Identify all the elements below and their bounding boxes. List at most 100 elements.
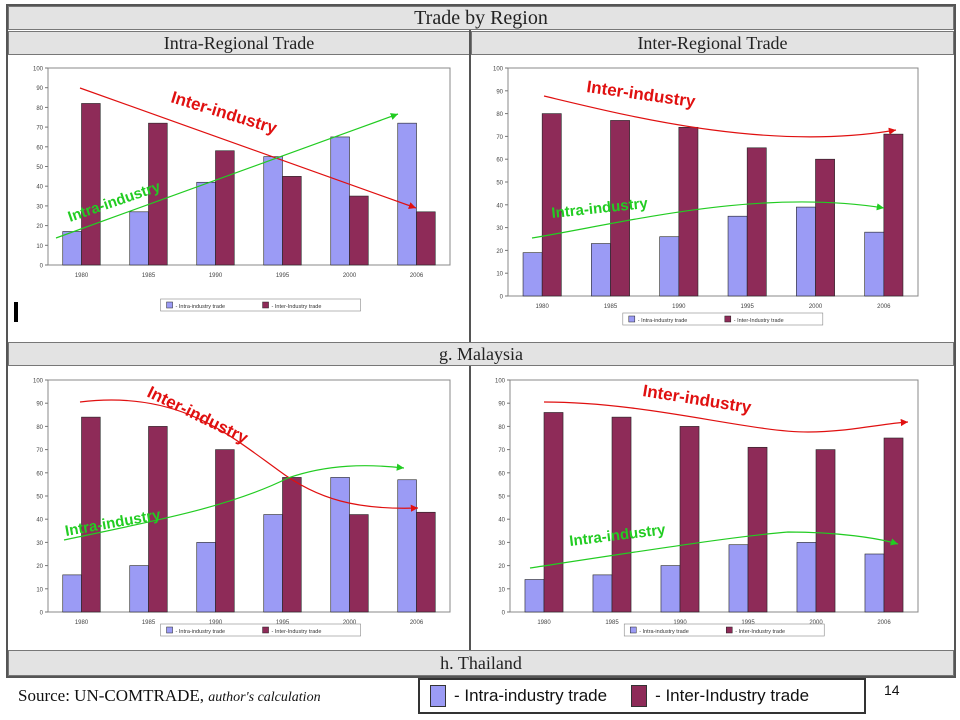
section-label-malaysia: g. Malaysia	[8, 342, 954, 366]
bar-intra	[864, 553, 885, 613]
y-tick-label: 100	[493, 67, 504, 73]
mini-legend-swatch-inter	[262, 301, 269, 309]
y-tick-label: 40	[36, 518, 43, 524]
y-tick-label: 20	[498, 564, 505, 570]
inter-industry-trend-arrow	[543, 95, 897, 138]
y-tick-label: 90	[496, 89, 503, 95]
intra-industry-trend-arrow	[63, 463, 405, 541]
y-tick-label: 80	[498, 425, 505, 431]
x-tick-label: 2000	[809, 304, 823, 310]
x-tick-label: 2000	[809, 620, 823, 626]
y-tick-label: 60	[36, 471, 43, 477]
y-tick-label: 50	[36, 165, 43, 171]
source-text: Source: UN-COMTRADE,	[18, 686, 205, 705]
x-tick-label: 1995	[741, 620, 755, 626]
y-tick-label: 50	[496, 181, 503, 187]
y-tick-label: 60	[498, 471, 505, 477]
plot-area	[47, 379, 451, 613]
x-tick-label: 1980	[75, 273, 89, 279]
plot-area	[509, 379, 919, 613]
inter-industry-trend-arrow	[79, 87, 417, 209]
y-tick-label: 20	[36, 564, 43, 570]
x-tick-label: 1995	[276, 620, 290, 626]
mini-legend-label-intra: - Intra-industry trade	[638, 318, 688, 324]
y-tick-label: 90	[36, 86, 43, 92]
bar-intra	[129, 211, 149, 266]
y-tick-label: 50	[36, 495, 43, 501]
mini-legend-label-inter: - Inter-Industry trade	[272, 629, 322, 635]
x-tick-label: 2006	[877, 304, 891, 310]
x-tick-label: 1990	[209, 620, 223, 626]
bar-intra	[129, 565, 149, 613]
bar-inter	[815, 449, 836, 613]
mini-legend-label-intra: - Intra-industry trade	[176, 304, 226, 310]
x-tick-label: 1990	[209, 273, 223, 279]
bar-inter	[416, 511, 436, 613]
y-tick-label: 70	[36, 448, 43, 454]
x-tick-label: 1985	[142, 620, 156, 626]
bar-inter	[746, 147, 767, 297]
x-tick-label: 2006	[877, 620, 891, 626]
legend-swatch-inter	[631, 685, 648, 707]
mini-legend-swatch-intra	[629, 626, 637, 634]
legend: - Intra-industry trade - Inter-Industry …	[418, 678, 866, 714]
x-tick-label: 1980	[537, 620, 551, 626]
y-tick-label: 60	[496, 158, 503, 164]
intra-industry-trend-arrow	[55, 113, 399, 239]
x-tick-label: 2000	[343, 620, 357, 626]
page-number: 14	[884, 682, 900, 698]
mini-legend-swatch-intra	[628, 315, 636, 323]
column-divider	[469, 30, 471, 342]
x-tick-label: 1980	[75, 620, 89, 626]
source-italic-note: author's calculation	[208, 690, 321, 705]
bar-inter	[747, 446, 768, 613]
bar-intra	[196, 181, 216, 266]
mini-legend-swatch-intra	[166, 301, 173, 309]
mini-legend-swatch-inter	[725, 626, 733, 634]
bar-inter	[883, 437, 904, 613]
y-tick-label: 60	[36, 145, 43, 151]
bar-inter	[416, 211, 436, 266]
bar-intra	[660, 565, 681, 613]
x-tick-label: 1985	[605, 620, 619, 626]
y-tick-label: 80	[36, 425, 43, 431]
x-tick-label: 2000	[343, 273, 357, 279]
y-tick-label: 10	[36, 587, 43, 593]
text-cursor-mark	[14, 302, 18, 322]
mini-legend-label-inter: - Inter-Industry trade	[272, 304, 322, 310]
chart-thailand-inter-regional: 0 10 20 30 40 50 60 70 80 90 100 1980 1985 1990 1995 20…	[488, 374, 924, 646]
y-tick-label: 100	[33, 67, 44, 73]
bar-inter	[282, 477, 302, 613]
bar-inter	[215, 150, 235, 266]
inter-industry-trend-arrow	[543, 401, 909, 433]
bar-inter	[543, 412, 564, 613]
bar-inter	[148, 426, 168, 613]
chart-malaysia-intra-regional: 0 10 20 30 40 50 60 70 80 90 100 1980 1985 1990 1995 20…	[28, 62, 456, 324]
y-tick-label: 10	[496, 272, 503, 278]
y-tick-label: 30	[36, 204, 43, 210]
mini-legend	[160, 623, 361, 637]
y-tick-label: 100	[495, 379, 506, 385]
plot-area	[507, 67, 919, 297]
right-column-heading: Inter-Regional Trade	[471, 31, 954, 55]
x-tick-label: 1995	[740, 304, 754, 310]
mini-legend	[623, 623, 825, 637]
bar-intra	[263, 156, 283, 266]
x-tick-label: 1990	[672, 304, 686, 310]
y-tick-label: 50	[498, 495, 505, 501]
section-label-thailand: h. Thailand	[8, 650, 954, 676]
y-tick-label: 70	[498, 448, 505, 454]
mini-legend-label-intra: - Intra-industry trade	[639, 629, 689, 635]
y-tick-label: 90	[36, 402, 43, 408]
y-tick-label: 40	[498, 518, 505, 524]
bar-intra	[796, 542, 817, 613]
legend-swatch-intra	[430, 685, 446, 707]
bar-intra	[62, 574, 82, 613]
bar-intra	[864, 231, 885, 297]
mini-legend-swatch-inter	[724, 315, 732, 323]
bar-inter	[610, 120, 630, 297]
y-tick-label: 0	[502, 611, 506, 617]
source-note: Source: UN-COMTRADE, author's calculatio…	[18, 686, 321, 706]
bar-inter	[81, 103, 101, 266]
y-tick-label: 80	[36, 106, 43, 112]
